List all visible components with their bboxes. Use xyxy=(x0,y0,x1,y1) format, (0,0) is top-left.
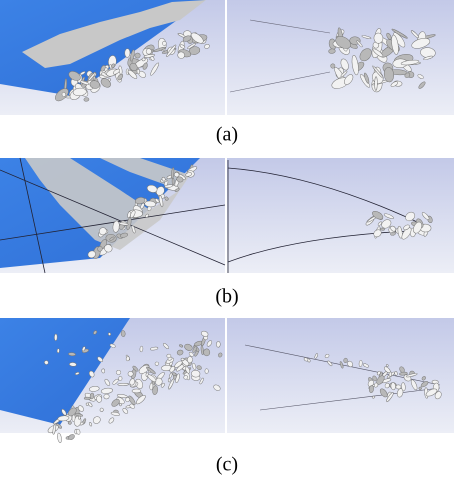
vortex-blob xyxy=(119,376,123,380)
vortex-blob xyxy=(57,349,60,353)
vortex-blob xyxy=(396,385,402,390)
vortex-blob xyxy=(84,97,90,101)
vortex-blob xyxy=(359,360,363,367)
vortex-blob xyxy=(172,178,174,185)
vortex-blob xyxy=(118,383,129,386)
vortex-blob xyxy=(125,49,130,58)
vortex-blob xyxy=(391,382,396,390)
panel-label: (a) xyxy=(216,124,238,146)
vortex-blob xyxy=(191,370,200,377)
vortex-blob xyxy=(121,330,126,337)
vortex-blob xyxy=(205,369,209,374)
vortex-blob xyxy=(135,53,141,58)
vortex-blob xyxy=(328,49,335,54)
vortex-blob xyxy=(54,334,57,341)
vortex-blob xyxy=(375,77,378,91)
vortex-blob xyxy=(103,394,109,400)
vortex-blob xyxy=(181,358,184,361)
vortex-blob xyxy=(167,354,171,358)
vortex-blob xyxy=(203,349,210,357)
vortex-blob xyxy=(137,69,140,74)
vortex-blob xyxy=(84,397,91,400)
vortex-blob xyxy=(162,41,166,45)
panel-label: (c) xyxy=(216,454,238,476)
vortex-blob xyxy=(150,383,154,390)
figure-canvas: (a) (b) (c) xyxy=(0,0,454,485)
panel-label: (b) xyxy=(215,286,238,308)
figure: (a) (b) (c) xyxy=(0,0,454,485)
vortex-blob xyxy=(69,362,76,366)
vortex-blob xyxy=(128,371,134,376)
vortex-blob xyxy=(57,433,62,443)
vortex-blob xyxy=(86,403,89,406)
vortex-blob xyxy=(140,346,143,352)
vortex-blob xyxy=(168,378,170,382)
vortex-blob xyxy=(101,369,105,374)
vortex-blob xyxy=(132,389,141,393)
vortex-blob xyxy=(216,341,220,347)
